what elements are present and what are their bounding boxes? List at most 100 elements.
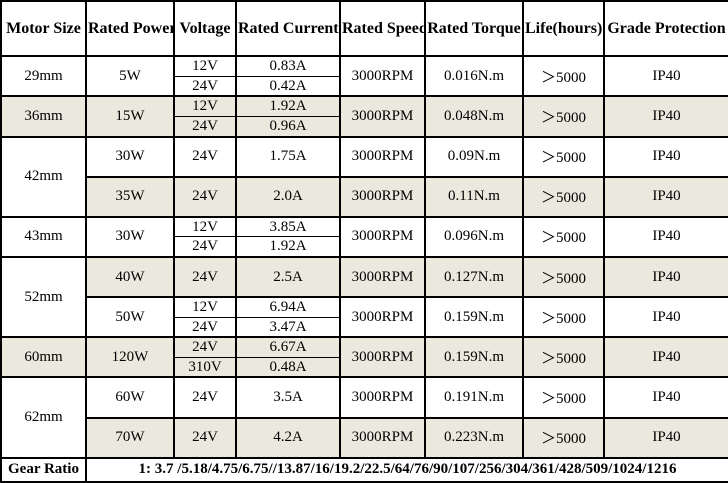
cell-rated-speed: 3000RPM <box>339 416 426 459</box>
cell-motor-size: 43mm <box>0 215 87 259</box>
cell-rated-speed: 3000RPM <box>339 376 426 419</box>
cell-rated-current: 1.92A <box>235 236 341 259</box>
cell-rated-current: 3.85A <box>235 215 341 238</box>
cell-grade-protection: IP40 <box>603 175 728 218</box>
cell-rated-current: 2.5A <box>235 255 341 299</box>
cell-rated-power: 15W <box>85 95 175 138</box>
cell-rated-torque: 0.048N.m <box>424 95 524 138</box>
cell-rated-current: 3.5A <box>235 376 341 419</box>
col-header-motor-size: Motor Size <box>0 0 87 58</box>
cell-voltage: 12V <box>173 296 237 318</box>
cell-rated-power: 30W <box>85 215 175 259</box>
cell-rated-power: 60W <box>85 376 175 419</box>
cell-rated-current: 4.2A <box>235 416 341 459</box>
cell-rated-power: 40W <box>85 255 175 299</box>
table-row: 24V 0.96A <box>1 115 728 138</box>
cell-life-hours: ＞5000 <box>522 175 605 218</box>
cell-grade-protection: IP40 <box>603 135 728 178</box>
cell-motor-size: 62mm <box>0 376 87 459</box>
cell-voltage: 24V <box>173 75 237 98</box>
cell-rated-torque: 0.11N.m <box>424 175 524 218</box>
cell-rated-torque: 0.096N.m <box>424 215 524 259</box>
cell-rated-torque: 0.159N.m <box>424 336 524 379</box>
col-header-rated-torque: Rated Torque <box>424 0 524 58</box>
cell-rated-torque: 0.159N.m <box>424 296 524 339</box>
table-row: 29mm 5W 12V 0.83A 3000RPM 0.016N.m ＞5000… <box>0 55 728 98</box>
header-row: Motor Size Rated Power Voltage Rated Cur… <box>0 0 728 58</box>
cell-rated-torque: 0.191N.m <box>424 376 524 419</box>
cell-rated-current: 6.67A <box>235 336 341 358</box>
cell-rated-current: 1.92A <box>235 95 341 117</box>
cell-grade-protection: IP40 <box>603 296 728 339</box>
cell-rated-current: 2.0A <box>235 175 341 218</box>
cell-rated-speed: 3000RPM <box>339 95 426 138</box>
cell-motor-size: 60mm <box>0 336 87 379</box>
gear-ratio-row: Gear Ratio 1: 3.7 /5.18/4.75/6.75//13.87… <box>0 456 728 483</box>
cell-voltage: 12V <box>173 95 237 117</box>
cell-rated-current: 0.42A <box>235 75 341 98</box>
cell-rated-speed: 3000RPM <box>339 255 426 299</box>
table-row: 35W 24V 2.0A 3000RPM 0.11N.m ＞5000 IP40 <box>1 175 728 218</box>
cell-life-hours: ＞5000 <box>522 336 605 379</box>
col-header-life-hours: Life(hours) <box>522 0 605 58</box>
cell-voltage: 24V <box>173 316 237 339</box>
gear-ratio-label: Gear Ratio <box>0 456 87 483</box>
cell-rated-power: 35W <box>85 175 175 218</box>
cell-voltage: 24V <box>173 135 237 178</box>
cell-life-hours: ＞5000 <box>522 55 605 98</box>
cell-rated-torque: 0.09N.m <box>424 135 524 178</box>
cell-life-hours: ＞5000 <box>522 215 605 259</box>
cell-rated-current: 3.47A <box>235 316 341 339</box>
cell-rated-torque: 0.016N.m <box>424 55 524 98</box>
table-row: 62mm 60W 24V 3.5A 3000RPM 0.191N.m ＞5000… <box>0 376 728 459</box>
table-row: 43mm 30W 12V 3.85A 3000RPM 0.096N.m ＞500… <box>0 215 728 259</box>
cell-grade-protection: IP40 <box>603 55 728 98</box>
col-header-voltage: Voltage <box>173 0 237 58</box>
cell-rated-current: 0.48A <box>235 356 341 379</box>
cell-rated-speed: 3000RPM <box>339 296 426 339</box>
cell-life-hours: ＞5000 <box>522 296 605 339</box>
cell-grade-protection: IP40 <box>603 416 728 459</box>
cell-voltage: 24V <box>173 376 237 419</box>
table-row: 310V 0.48A <box>1 356 728 379</box>
cell-rated-torque: 0.223N.m <box>424 416 524 459</box>
cell-rated-current: 0.83A <box>235 55 341 77</box>
cell-motor-size: 52mm <box>0 255 87 339</box>
cell-life-hours: ＞5000 <box>522 95 605 138</box>
cell-voltage: 12V <box>173 55 237 77</box>
cell-rated-current: 1.75A <box>235 135 341 178</box>
cell-voltage: 24V <box>173 255 237 299</box>
cell-rated-torque: 0.127N.m <box>424 255 524 299</box>
cell-rated-speed: 3000RPM <box>339 175 426 218</box>
table-row: 24V 3.47A <box>1 316 728 339</box>
cell-voltage: 310V <box>173 356 237 379</box>
cell-rated-speed: 3000RPM <box>339 336 426 379</box>
table-row: 60mm 120W 24V 6.67A 3000RPM 0.159N.m ＞50… <box>0 336 728 379</box>
table-row: 24V 1.92A <box>1 236 728 259</box>
cell-grade-protection: IP40 <box>603 336 728 379</box>
cell-life-hours: ＞5000 <box>522 255 605 299</box>
table-row: 52mm 40W 24V 2.5A 3000RPM 0.127N.m ＞5000… <box>0 255 728 339</box>
cell-motor-size: 42mm <box>0 135 87 218</box>
cell-rated-speed: 3000RPM <box>339 55 426 98</box>
cell-motor-size: 36mm <box>0 95 87 138</box>
cell-grade-protection: IP40 <box>603 95 728 138</box>
cell-rated-power: 70W <box>85 416 175 459</box>
cell-voltage: 12V <box>173 215 237 238</box>
cell-voltage: 24V <box>173 175 237 218</box>
table-row: 42mm 30W 24V 1.75A 3000RPM 0.09N.m ＞5000… <box>0 135 728 218</box>
cell-rated-speed: 3000RPM <box>339 215 426 259</box>
cell-life-hours: ＞5000 <box>522 416 605 459</box>
table-row: 24V 0.42A <box>1 75 728 98</box>
table-row: 36mm 15W 12V 1.92A 3000RPM 0.048N.m ＞500… <box>0 95 728 138</box>
cell-voltage: 24V <box>173 236 237 259</box>
cell-rated-power: 120W <box>85 336 175 379</box>
col-header-rated-current: Rated Current <box>235 0 341 58</box>
cell-life-hours: ＞5000 <box>522 376 605 419</box>
col-header-rated-speed: Rated Speed <box>339 0 426 58</box>
gear-ratio-value: 1: 3.7 /5.18/4.75/6.75//13.87/16/19.2/22… <box>85 456 728 483</box>
col-header-grade-protection: Grade Protection <box>603 0 728 58</box>
table-row: 50W 12V 6.94A 3000RPM 0.159N.m ＞5000 IP4… <box>1 296 728 339</box>
cell-voltage: 24V <box>173 115 237 138</box>
